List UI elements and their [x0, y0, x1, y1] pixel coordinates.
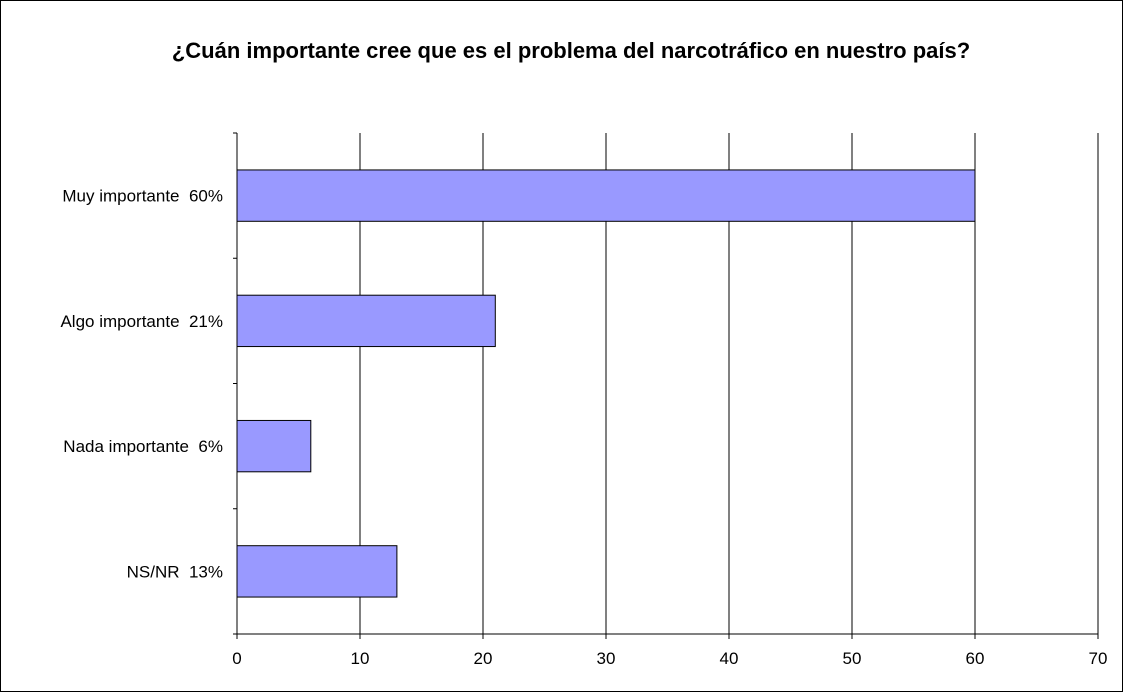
x-tick-label: 20 — [474, 649, 493, 668]
chart-title: ¿Cuán importante cree que es el problema… — [171, 38, 971, 63]
bar — [236, 545, 398, 598]
category-label: Nada importante 6% — [63, 437, 223, 456]
x-tick-label: 50 — [843, 649, 862, 668]
category-label: Algo importante 21% — [60, 312, 223, 331]
x-tick-label: 60 — [966, 649, 985, 668]
x-tick-label: 10 — [351, 649, 370, 668]
x-tick-label: 0 — [232, 649, 241, 668]
bar — [236, 419, 312, 473]
x-tick-label: 70 — [1089, 649, 1108, 668]
bar — [236, 294, 496, 348]
x-tick-label: 30 — [597, 649, 616, 668]
bar — [236, 169, 976, 222]
category-label: NS/NR 13% — [127, 562, 223, 581]
x-tick-label: 40 — [720, 649, 739, 668]
category-label: Muy importante 60% — [62, 187, 223, 206]
